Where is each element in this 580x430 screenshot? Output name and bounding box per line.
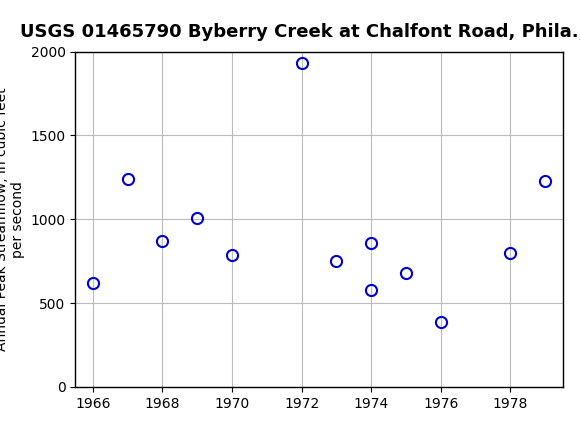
Text: █USGS: █USGS — [6, 8, 64, 31]
Y-axis label: Annual Peak Streamflow, in cubic feet
per second: Annual Peak Streamflow, in cubic feet pe… — [0, 87, 25, 351]
Text: USGS 01465790 Byberry Creek at Chalfont Road, Phila., PA: USGS 01465790 Byberry Creek at Chalfont … — [20, 23, 580, 41]
